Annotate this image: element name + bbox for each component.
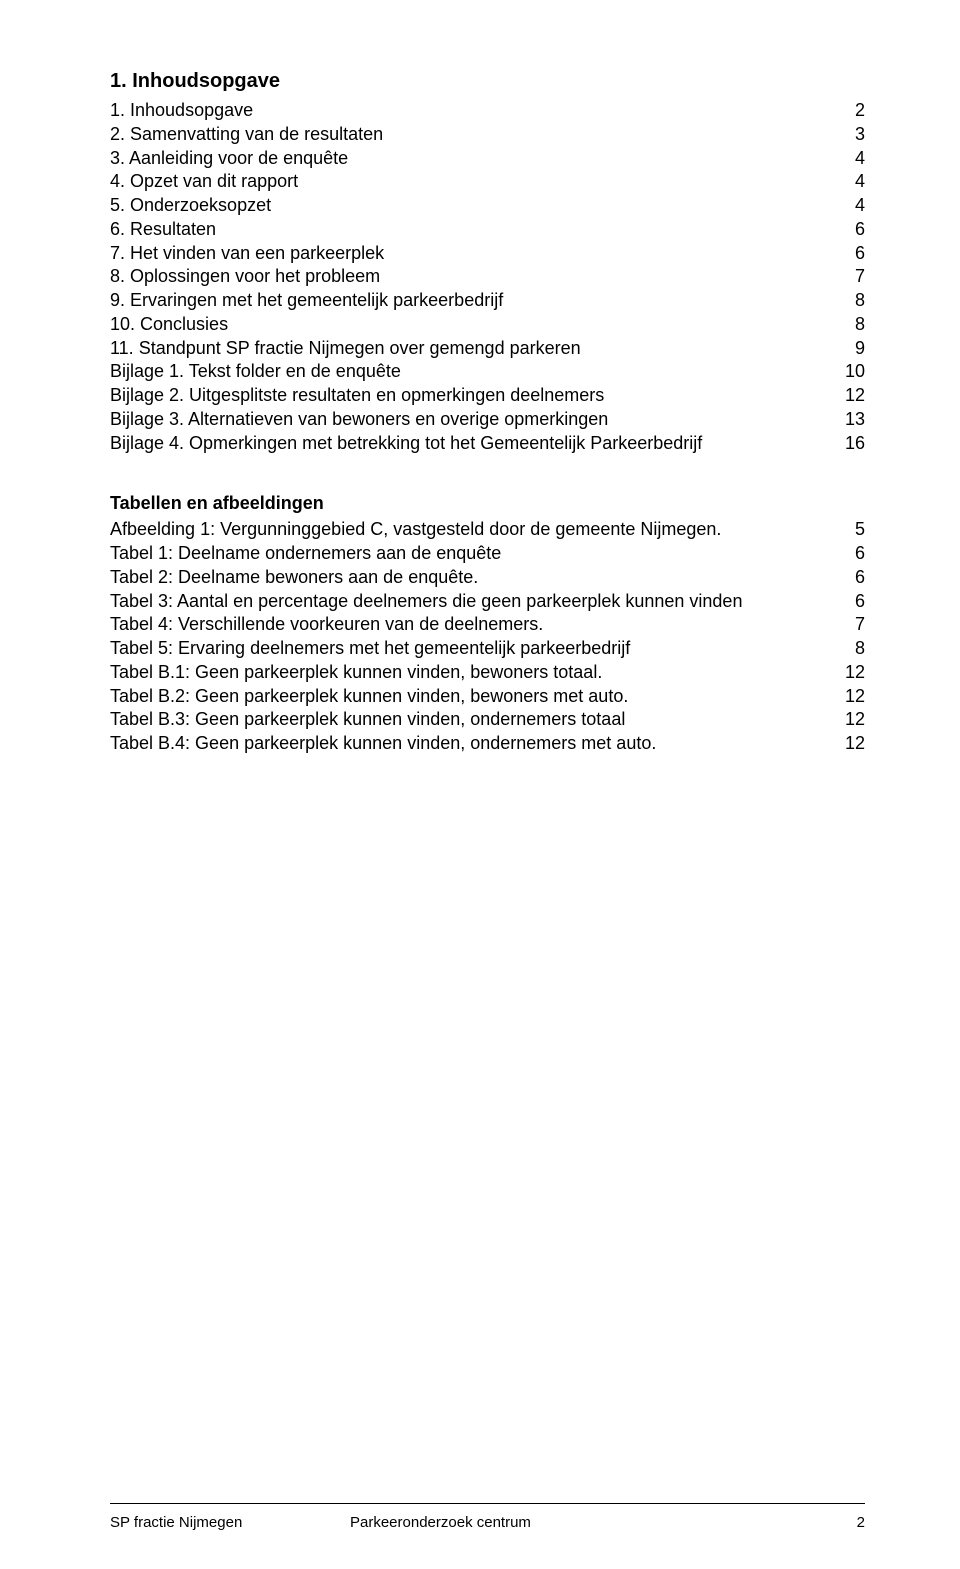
toc-label: 3. Aanleiding voor de enquête <box>110 147 348 171</box>
tables-row: Afbeelding 1: Vergunninggebied C, vastge… <box>110 518 865 542</box>
tables-row: Tabel 2: Deelname bewoners aan de enquêt… <box>110 566 865 590</box>
tables-label: Tabel 4: Verschillende voorkeuren van de… <box>110 613 543 637</box>
tables-page: 6 <box>855 542 865 566</box>
tables-label: Tabel B.1: Geen parkeerplek kunnen vinde… <box>110 661 602 685</box>
toc-page: 10 <box>845 360 865 384</box>
tables-heading: Tabellen en afbeeldingen <box>110 493 865 514</box>
toc-row: Bijlage 1. Tekst folder en de enquête 10 <box>110 360 865 384</box>
footer-left: SP fractie Nijmegen <box>110 1514 350 1531</box>
toc-page: 6 <box>855 218 865 242</box>
toc-page: 4 <box>855 194 865 218</box>
tables-row: Tabel B.2: Geen parkeerplek kunnen vinde… <box>110 685 865 709</box>
toc-row: 11. Standpunt SP fractie Nijmegen over g… <box>110 337 865 361</box>
toc-row: 2. Samenvatting van de resultaten 3 <box>110 123 865 147</box>
page-heading: 1. Inhoudsopgave <box>110 70 865 93</box>
toc-label: 2. Samenvatting van de resultaten <box>110 123 383 147</box>
page-footer: SP fractie Nijmegen Parkeeronderzoek cen… <box>110 1503 865 1531</box>
footer-divider <box>110 1503 865 1504</box>
tables-row: Tabel 3: Aantal en percentage deelnemers… <box>110 590 865 614</box>
toc-row: Bijlage 3. Alternatieven van bewoners en… <box>110 408 865 432</box>
tables-page: 12 <box>845 685 865 709</box>
tables-page: 8 <box>855 637 865 661</box>
toc-row: 5. Onderzoeksopzet 4 <box>110 194 865 218</box>
toc-label: Bijlage 2. Uitgesplitste resultaten en o… <box>110 384 604 408</box>
tables-row: Tabel B.3: Geen parkeerplek kunnen vinde… <box>110 708 865 732</box>
toc-row: Bijlage 4. Opmerkingen met betrekking to… <box>110 432 865 456</box>
footer-page-number: 2 <box>825 1514 865 1531</box>
toc-page: 6 <box>855 242 865 266</box>
toc-page: 16 <box>845 432 865 456</box>
tables-page: 12 <box>845 732 865 756</box>
tables-page: 6 <box>855 566 865 590</box>
tables-row: Tabel 1: Deelname ondernemers aan de enq… <box>110 542 865 566</box>
toc-label: 1. Inhoudsopgave <box>110 99 253 123</box>
toc-row: 6. Resultaten 6 <box>110 218 865 242</box>
toc-label: 4. Opzet van dit rapport <box>110 170 298 194</box>
tables-row: Tabel 4: Verschillende voorkeuren van de… <box>110 613 865 637</box>
tables-label: Tabel 2: Deelname bewoners aan de enquêt… <box>110 566 478 590</box>
tables-label: Afbeelding 1: Vergunninggebied C, vastge… <box>110 518 721 542</box>
tables-row: Tabel B.4: Geen parkeerplek kunnen vinde… <box>110 732 865 756</box>
toc-page: 3 <box>855 123 865 147</box>
toc-page: 12 <box>845 384 865 408</box>
toc-row: 4. Opzet van dit rapport 4 <box>110 170 865 194</box>
tables-label: Tabel B.2: Geen parkeerplek kunnen vinde… <box>110 685 628 709</box>
tables-page: 12 <box>845 708 865 732</box>
tables-page: 12 <box>845 661 865 685</box>
toc-label: 11. Standpunt SP fractie Nijmegen over g… <box>110 337 581 361</box>
toc-row: 3. Aanleiding voor de enquête 4 <box>110 147 865 171</box>
toc-row: Bijlage 2. Uitgesplitste resultaten en o… <box>110 384 865 408</box>
toc-main: 1. Inhoudsopgave22. Samenvatting van de … <box>110 99 865 455</box>
tables-label: Tabel 3: Aantal en percentage deelnemers… <box>110 590 742 614</box>
tables-page: 6 <box>855 590 865 614</box>
toc-row: 1. Inhoudsopgave 2 <box>110 99 865 123</box>
toc-label: 6. Resultaten <box>110 218 216 242</box>
tables-row: Tabel 5: Ervaring deelnemers met het gem… <box>110 637 865 661</box>
toc-row: 8. Oplossingen voor het probleem 7 <box>110 265 865 289</box>
toc-label: Bijlage 3. Alternatieven van bewoners en… <box>110 408 608 432</box>
toc-label: 10. Conclusies <box>110 313 228 337</box>
toc-page: 4 <box>855 170 865 194</box>
tables-label: Tabel 5: Ervaring deelnemers met het gem… <box>110 637 630 661</box>
toc-label: Bijlage 4. Opmerkingen met betrekking to… <box>110 432 702 456</box>
tables-label: Tabel B.4: Geen parkeerplek kunnen vinde… <box>110 732 656 756</box>
toc-page: 7 <box>855 265 865 289</box>
toc-tables: Afbeelding 1: Vergunninggebied C, vastge… <box>110 518 865 756</box>
toc-label: 9. Ervaringen met het gemeentelijk parke… <box>110 289 503 313</box>
tables-page: 7 <box>855 613 865 637</box>
toc-label: 5. Onderzoeksopzet <box>110 194 271 218</box>
toc-page: 8 <box>855 289 865 313</box>
tables-label: Tabel B.3: Geen parkeerplek kunnen vinde… <box>110 708 625 732</box>
tables-row: Tabel B.1: Geen parkeerplek kunnen vinde… <box>110 661 865 685</box>
toc-page: 9 <box>855 337 865 361</box>
toc-label: 7. Het vinden van een parkeerplek <box>110 242 384 266</box>
footer-center: Parkeeronderzoek centrum <box>350 1514 825 1531</box>
toc-label: Bijlage 1. Tekst folder en de enquête <box>110 360 401 384</box>
toc-label: 8. Oplossingen voor het probleem <box>110 265 380 289</box>
toc-row: 7. Het vinden van een parkeerplek 6 <box>110 242 865 266</box>
toc-row: 9. Ervaringen met het gemeentelijk parke… <box>110 289 865 313</box>
tables-page: 5 <box>855 518 865 542</box>
toc-page: 8 <box>855 313 865 337</box>
toc-page: 2 <box>855 99 865 123</box>
toc-row: 10. Conclusies 8 <box>110 313 865 337</box>
toc-page: 13 <box>845 408 865 432</box>
tables-label: Tabel 1: Deelname ondernemers aan de enq… <box>110 542 501 566</box>
toc-page: 4 <box>855 147 865 171</box>
